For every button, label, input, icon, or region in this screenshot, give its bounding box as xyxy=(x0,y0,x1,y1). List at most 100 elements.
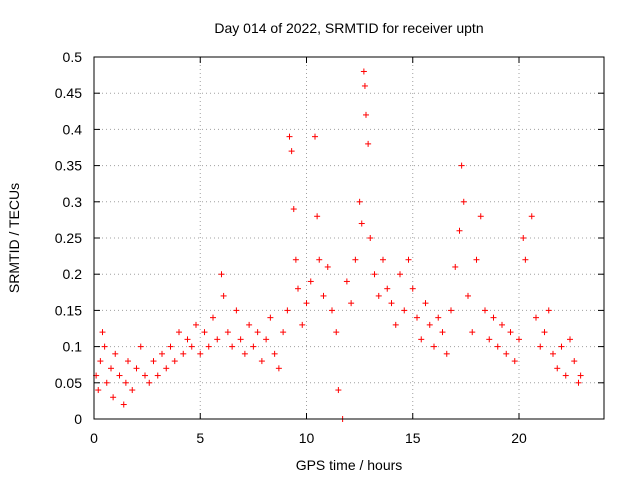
data-point xyxy=(465,292,471,299)
data-point xyxy=(458,162,465,169)
data-point xyxy=(324,263,331,270)
data-point xyxy=(348,300,355,307)
data-point xyxy=(142,372,148,379)
tick-labels: 0 0.05 0.1 0.15 0.2 0.25 0.3 0.35 0.4 0.45 0.5 0 5 10… xyxy=(55,49,527,446)
data-point xyxy=(116,372,123,379)
y-tick-label: 0.3 xyxy=(63,194,83,210)
data-point xyxy=(363,111,369,118)
y-tick-label: 0.5 xyxy=(63,49,83,65)
data-point xyxy=(254,329,261,336)
data-point xyxy=(567,336,573,343)
data-point xyxy=(375,292,382,299)
data-point xyxy=(456,227,463,234)
data-point xyxy=(460,198,467,205)
data-point xyxy=(520,235,527,241)
x-tick-label: 0 xyxy=(90,430,98,446)
data-point xyxy=(360,68,367,75)
data-point xyxy=(275,365,282,372)
data-point xyxy=(522,256,529,263)
data-point xyxy=(352,256,359,263)
data-point xyxy=(290,206,297,213)
data-point xyxy=(101,343,108,350)
y-tick-label: 0.45 xyxy=(55,85,82,101)
y-tick-label: 0.1 xyxy=(63,339,83,355)
plot-frame xyxy=(93,56,605,420)
chart-title: Day 014 of 2022, SRMTID for receiver upt… xyxy=(214,20,483,36)
x-axis-label: GPS time / hours xyxy=(296,457,403,473)
x-tick-label: 20 xyxy=(511,430,527,446)
data-point xyxy=(159,350,165,357)
data-point xyxy=(167,343,174,350)
data-point xyxy=(237,336,244,343)
data-point xyxy=(422,300,429,307)
data-point xyxy=(558,343,565,350)
data-point xyxy=(171,358,178,365)
data-point xyxy=(541,329,548,336)
data-point xyxy=(218,271,225,278)
data-point xyxy=(163,365,170,372)
data-point xyxy=(533,314,539,321)
x-tick-label: 5 xyxy=(196,430,204,446)
data-point xyxy=(184,336,191,343)
data-point xyxy=(397,271,403,278)
data-point xyxy=(103,379,110,386)
data-point xyxy=(271,350,278,357)
data-point xyxy=(224,329,231,336)
data-point xyxy=(146,379,153,386)
data-point xyxy=(388,300,395,307)
data-point xyxy=(503,350,510,357)
data-point xyxy=(312,133,318,140)
data-point xyxy=(108,365,114,372)
data-point xyxy=(426,321,433,328)
data-point xyxy=(365,140,372,147)
data-point xyxy=(431,343,437,350)
data-point xyxy=(333,329,340,336)
data-point xyxy=(125,358,131,365)
data-point xyxy=(435,314,442,321)
data-point xyxy=(499,321,505,328)
data-point xyxy=(392,321,399,328)
data-point xyxy=(122,379,129,386)
y-tick-label: 0.05 xyxy=(55,375,82,391)
data-point xyxy=(361,82,368,89)
data-point xyxy=(367,235,374,241)
data-point xyxy=(316,256,323,263)
data-point xyxy=(356,198,363,205)
data-point xyxy=(99,329,106,336)
data-point xyxy=(214,336,221,343)
y-tick-label: 0 xyxy=(74,411,82,427)
data-point xyxy=(537,343,544,350)
data-point xyxy=(286,133,293,140)
data-point xyxy=(554,365,561,372)
data-point xyxy=(528,213,535,220)
data-point xyxy=(343,278,350,285)
data-point xyxy=(154,372,161,379)
data-point xyxy=(494,343,501,350)
data-point xyxy=(133,365,140,372)
data-point xyxy=(486,336,493,343)
data-point xyxy=(233,307,240,314)
data-point xyxy=(97,358,104,365)
data-point xyxy=(112,350,119,357)
data-point xyxy=(295,285,301,292)
data-point xyxy=(241,350,248,357)
data-point xyxy=(292,256,299,263)
y-tick-label: 0.15 xyxy=(55,302,82,318)
y-tick-label: 0.4 xyxy=(63,121,83,137)
data-point xyxy=(443,350,450,357)
data-point xyxy=(448,307,454,314)
data-point xyxy=(477,213,484,220)
data-point xyxy=(220,292,227,299)
data-point xyxy=(299,321,306,328)
data-point xyxy=(439,329,446,336)
data-point xyxy=(180,350,187,357)
data-point xyxy=(380,256,386,263)
data-point xyxy=(414,314,420,321)
data-point xyxy=(176,329,182,336)
data-point xyxy=(137,343,144,350)
data-point xyxy=(280,329,287,336)
data-points xyxy=(93,68,584,422)
y-tick-label: 0.2 xyxy=(63,266,83,282)
data-point xyxy=(473,256,480,263)
